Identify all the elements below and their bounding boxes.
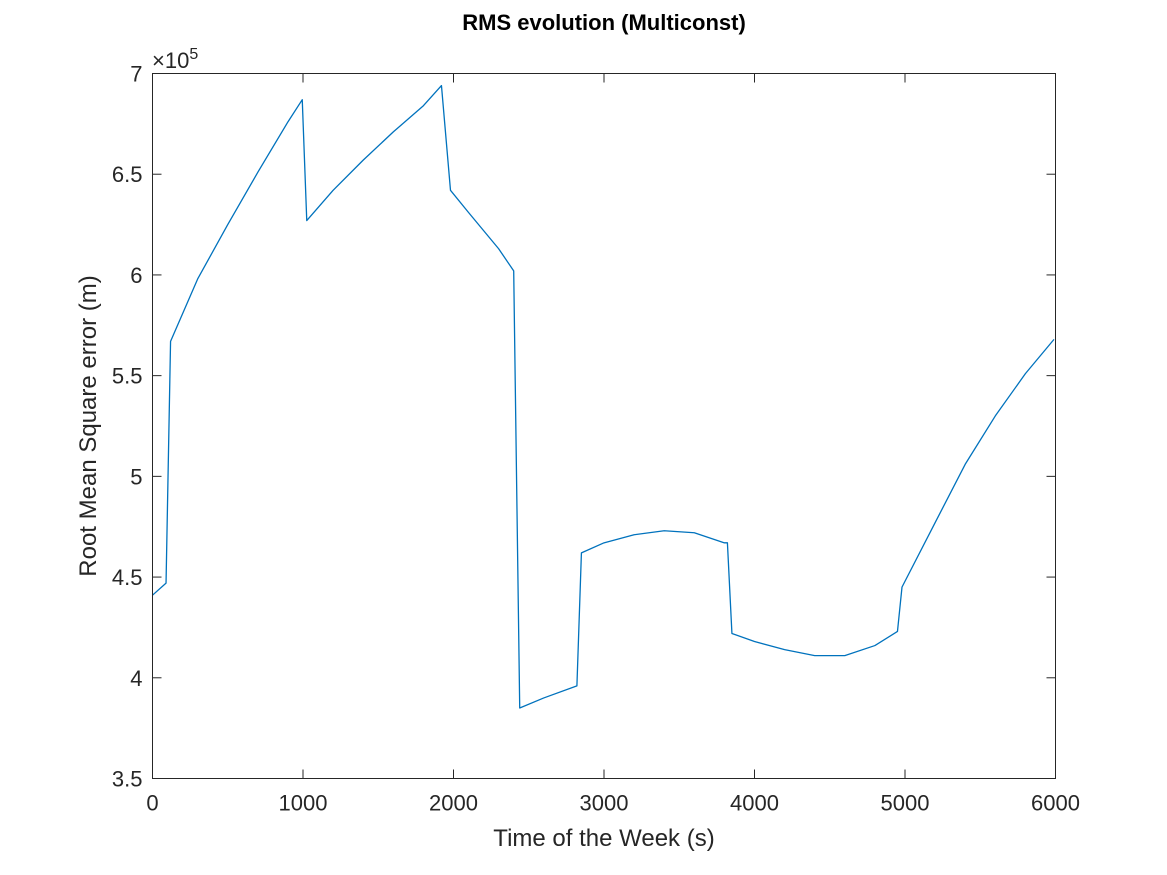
y-tick-label: 3.5 [112,767,143,792]
y-axis-exponent: ×105 [152,46,198,73]
plot-area [152,84,1055,709]
y-tick-label: 4.5 [112,565,143,590]
y-tick-label: 6.5 [112,162,143,187]
plot-frame [152,73,1056,779]
x-tick-label: 5000 [881,791,930,816]
y-axis-label: Root Mean Square error (m) [75,275,102,576]
x-axis: 0 1000 2000 3000 4000 5000 6000 [146,73,1080,816]
x-tick-label: 2000 [429,791,478,816]
y-axis-exponent-power: 5 [189,46,198,63]
x-tick-label: 3000 [580,791,629,816]
y-axis: 3.5 4 4.5 5 5.5 6 6.5 7 [112,62,1056,792]
y-tick-label: 4 [130,666,142,691]
x-tick-label: 1000 [279,791,328,816]
x-tick-label: 0 [146,791,158,816]
y-tick-label: 7 [130,62,142,87]
series-line-1 [152,84,1055,709]
y-tick-label: 6 [130,263,142,288]
y-tick-label: 5.5 [112,364,143,389]
y-axis-exponent-base: ×10 [152,48,189,73]
x-axis-label: Time of the Week (s) [493,825,714,852]
y-tick-label: 5 [130,464,142,489]
chart-title: RMS evolution (Multiconst) [462,10,746,35]
x-tick-label: 6000 [1031,791,1080,816]
x-tick-label: 4000 [730,791,779,816]
